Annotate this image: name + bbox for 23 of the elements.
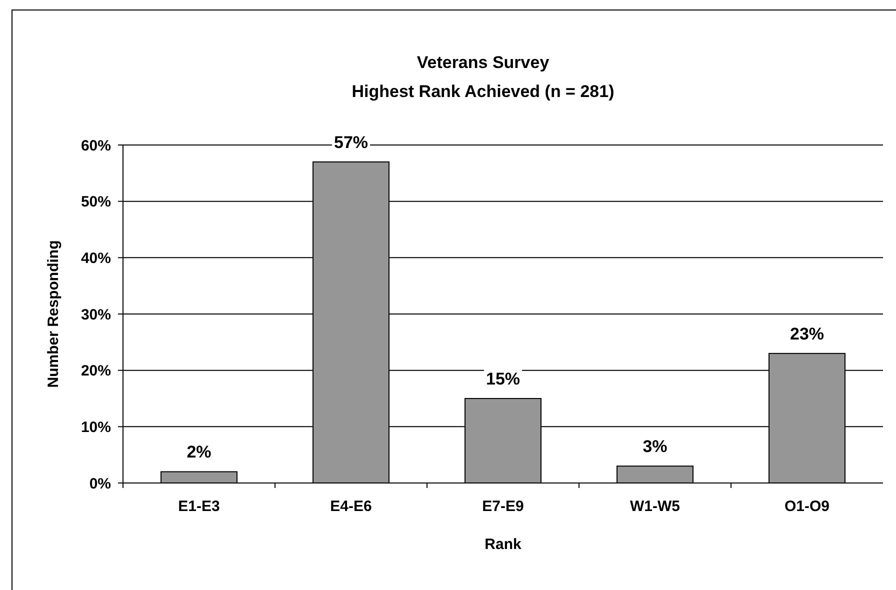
x-axis-title: Rank (484, 536, 522, 553)
x-tick-label: W1-W5 (630, 498, 680, 515)
y-tick-label: 10% (80, 418, 111, 436)
y-tick-label: 0% (89, 475, 111, 492)
y-tick-label: 40% (80, 250, 111, 267)
y-tick-label: 50% (80, 194, 111, 211)
y-tick-label: 20% (80, 362, 111, 380)
y-tick-label: 60% (80, 137, 111, 154)
x-tick-label: E1-E3 (178, 498, 220, 515)
y-axis-title: Number Responding (45, 240, 62, 388)
bar (160, 471, 238, 484)
bar (616, 466, 694, 484)
data-label: 2% (186, 442, 212, 462)
x-tick-label: O1-O9 (784, 498, 830, 515)
chart-title: Veterans Survey (416, 53, 550, 72)
data-label: 23% (790, 324, 824, 344)
y-tick-label: 30% (80, 306, 111, 324)
x-tick-label: E7-E9 (482, 498, 524, 515)
data-label: 15% (486, 370, 520, 388)
data-label: 3% (642, 437, 668, 456)
data-label: 57% (334, 132, 368, 152)
x-tick-label: E4-E6 (330, 498, 372, 515)
chart-subtitle: Highest Rank Achieved (n = 281) (352, 82, 614, 101)
